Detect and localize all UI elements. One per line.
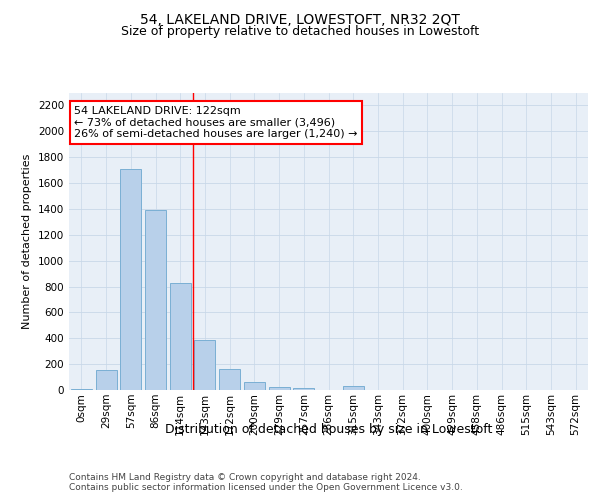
Text: 54 LAKELAND DRIVE: 122sqm
← 73% of detached houses are smaller (3,496)
26% of se: 54 LAKELAND DRIVE: 122sqm ← 73% of detac…: [74, 106, 358, 139]
Bar: [145, 210, 166, 390]
Bar: [71, 388, 92, 390]
Bar: [120, 169, 141, 390]
Bar: [95, 370, 116, 390]
Text: Contains HM Land Registry data © Crown copyright and database right 2024.: Contains HM Land Registry data © Crown c…: [69, 472, 421, 482]
Bar: [269, 388, 290, 390]
Y-axis label: Number of detached properties: Number of detached properties: [22, 154, 32, 329]
Bar: [343, 386, 364, 390]
Bar: [244, 382, 265, 390]
Bar: [219, 370, 240, 390]
Bar: [293, 388, 314, 390]
Bar: [194, 340, 215, 390]
Text: Contains public sector information licensed under the Open Government Licence v3: Contains public sector information licen…: [69, 482, 463, 492]
Bar: [170, 284, 191, 390]
Text: Distribution of detached houses by size in Lowestoft: Distribution of detached houses by size …: [165, 422, 493, 436]
Text: Size of property relative to detached houses in Lowestoft: Size of property relative to detached ho…: [121, 25, 479, 38]
Text: 54, LAKELAND DRIVE, LOWESTOFT, NR32 2QT: 54, LAKELAND DRIVE, LOWESTOFT, NR32 2QT: [140, 12, 460, 26]
